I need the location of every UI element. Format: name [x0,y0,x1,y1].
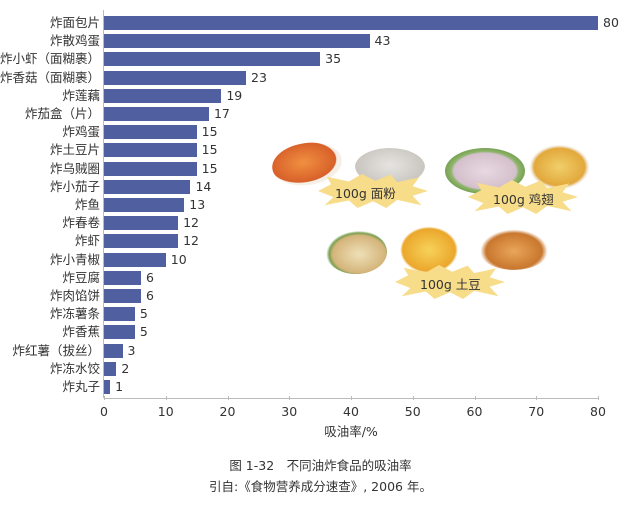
category-label: 炸春卷 [62,215,100,231]
category-label: 炸乌贼圈 [49,160,100,176]
potato-image [325,230,387,274]
x-tick-label: 70 [528,404,545,419]
value-label: 6 [146,288,154,303]
value-label: 5 [139,324,148,340]
bar [104,143,197,158]
x-tick-label: 80 [590,404,606,419]
x-tick [227,396,229,400]
category-label: 炸丸子 [62,379,100,394]
bar [104,216,179,231]
bar [104,125,197,140]
x-tick-label: 50 [404,404,421,419]
value-label: 3 [127,342,136,358]
category-label: 炸土豆片 [49,142,100,158]
category-label: 炸肉馅饼 [49,288,100,303]
value-label: 19 [226,87,243,103]
bar [104,234,179,249]
source-citation: 引自:《食物营养成分速查》, 2006 年。 [209,479,432,494]
value-label: 10 [170,251,187,267]
bar [104,361,117,376]
category-label: 炸小青椒 [49,251,100,267]
chicken-label: 100g 鸡翅 [493,192,554,207]
category-label: 炸面包片 [49,15,100,30]
x-tick [289,396,291,400]
category-label: 炸红薯（拔丝） [12,342,100,358]
bar [104,270,142,285]
value-label: 15 [201,124,218,140]
x-tick-label: 20 [219,404,236,419]
value-label: 1 [115,379,124,394]
bar [104,161,197,176]
x-tick-label: 60 [466,404,483,419]
x-tick [412,396,414,400]
category-label: 炸香蕉 [62,324,100,340]
bar [104,307,135,322]
category-label: 炸莲藕 [62,87,100,103]
value-label: 12 [183,233,199,249]
figure-caption: 图 1-32 不同油炸食品的吸油率 [229,458,412,473]
category-label: 炸散鸡蛋 [49,33,100,49]
value-label: 15 [201,160,218,176]
potato-label: 100g 土豆 [420,277,481,292]
value-label: 17 [213,106,230,121]
value-label: 12 [183,215,199,231]
category-label: 炸虾 [74,233,100,249]
bar [104,179,191,194]
potato-chips-image [398,225,460,275]
category-label: 炸冻薯条 [49,306,100,322]
x-tick-label: 40 [343,404,359,419]
value-label: 14 [195,178,212,194]
category-label: 炸豆腐 [62,269,100,285]
value-label: 2 [121,360,130,376]
bar [104,34,370,49]
value-label: 23 [251,69,267,85]
category-label: 炸小虾（面糊裹） [0,51,100,67]
bar [104,252,166,267]
category-label: 炸茄盒（片） [24,106,100,121]
x-tick [165,396,167,400]
value-label: 5 [139,306,148,322]
bar [104,325,135,340]
x-tick [104,396,105,400]
flour-label: 100g 面粉 [335,186,396,201]
bar [104,16,598,30]
category-label: 炸小茄子 [49,178,100,194]
category-label: 炸鱼 [74,197,100,212]
x-tick-label: 0 [100,404,108,419]
value-label: 6 [146,269,154,285]
x-axis-label: 吸油率/% [324,424,378,439]
x-tick-label: 30 [281,404,298,419]
x-tick [474,396,476,400]
bar [104,198,185,212]
category-label: 炸香菇（面糊裹） [0,69,100,85]
value-label: 43 [374,33,391,49]
value-label: 13 [189,197,206,212]
bar [104,88,222,103]
x-tick-label: 10 [157,404,174,419]
bar-chart: 0 10 20 30 40 50 60 70 80 炸面包片 80 炸散鸡蛋 43 炸小虾（面糊裹） 35… [0,10,619,439]
category-label: 炸鸡蛋 [62,124,100,140]
bar [104,52,321,67]
bar [104,289,142,303]
value-label: 35 [325,51,342,67]
x-tick [536,396,538,400]
value-label: 15 [201,142,218,158]
y-axis-line [103,10,104,398]
value-label: 80 [603,15,619,30]
x-tick [598,396,599,400]
bar [104,107,209,121]
bar [104,343,123,358]
bar [104,380,111,394]
category-label: 炸冻水饺 [49,360,100,376]
fries-image [478,228,550,270]
bar [104,70,247,85]
x-tick [351,396,352,400]
